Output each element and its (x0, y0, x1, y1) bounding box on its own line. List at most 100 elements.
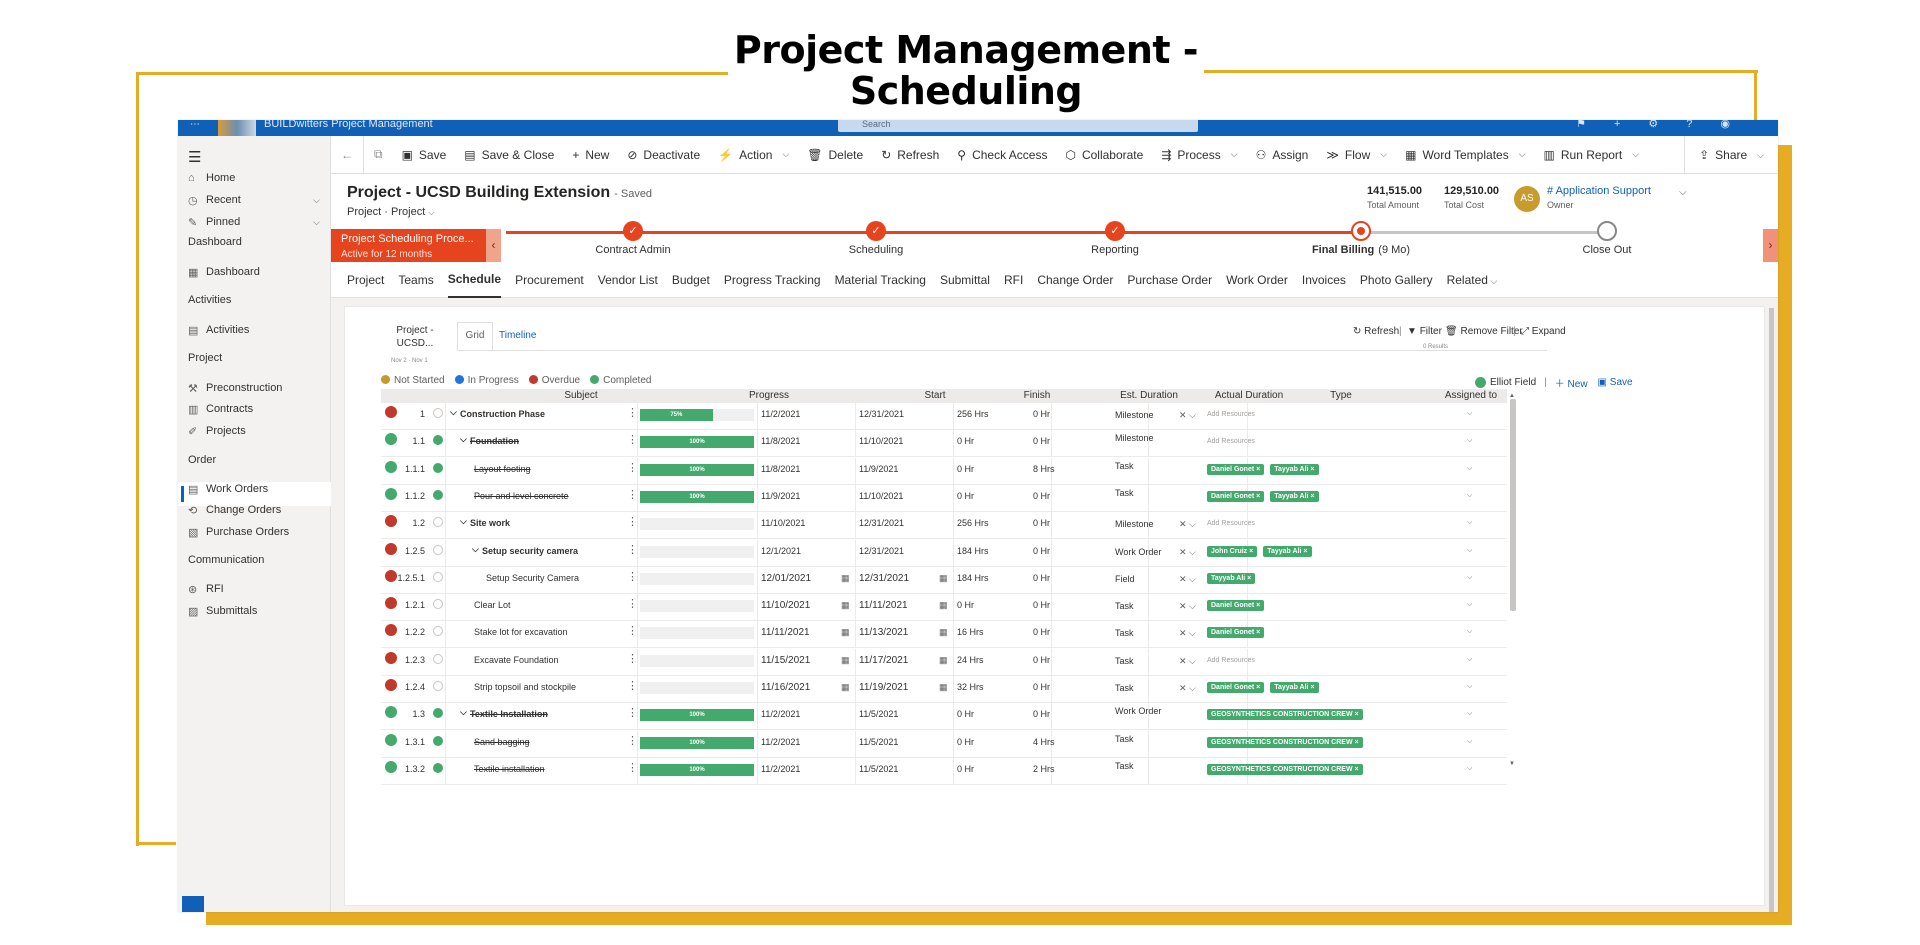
more-options-icon[interactable]: ⋮ (627, 434, 638, 447)
top-nav-icons[interactable]: ⚑+⚙?◉ (1576, 120, 1758, 130)
completion-ring[interactable] (433, 571, 443, 582)
resource-pill[interactable]: Tayyab Ali × (1270, 682, 1319, 693)
resource-pill[interactable]: Tayyab Ali × (1270, 463, 1319, 475)
completion-ring[interactable] (433, 489, 443, 500)
task-type[interactable]: Work Order (1115, 546, 1162, 557)
completion-ring[interactable] (433, 544, 443, 555)
calendar-icon[interactable]: ▦ (939, 600, 948, 611)
more-options-icon[interactable]: ⋮ (627, 488, 638, 501)
resource-pill[interactable]: Daniel Gonet × (1207, 627, 1265, 639)
task-type[interactable]: Task (1115, 655, 1134, 666)
task-subject[interactable]: Clear Lot (474, 600, 511, 611)
delete-button[interactable]: 🗑 Delete (798, 136, 872, 173)
resource-pill[interactable]: Daniel Gonet × (1207, 682, 1265, 693)
more-options-icon[interactable]: ⋮ (627, 598, 638, 611)
sidebar-item-change-orders[interactable]: ⟲ Change Orders (188, 500, 328, 520)
finish-date[interactable]: 11/11/2021 (859, 600, 908, 612)
remove-resource-icon[interactable]: × (1254, 492, 1261, 500)
finish-date[interactable]: 11/17/2021 (859, 654, 909, 666)
refresh-button[interactable]: ↻ Refresh (872, 136, 948, 173)
task-type[interactable]: Task (1115, 601, 1134, 612)
stage-scheduling-check-icon[interactable]: ✓ (866, 221, 886, 241)
add-resources-placeholder[interactable]: Add Resources (1207, 438, 1255, 446)
expand-chevron-icon[interactable]: ⌵ (460, 516, 467, 527)
table-row[interactable]: 1.2.4 Strip topsoil and stockpile ⋮ 11/16/2… (381, 676, 1507, 703)
area-switcher[interactable] (182, 896, 204, 912)
more-options-icon[interactable]: ⋮ (627, 407, 638, 419)
tab-grid[interactable]: Grid (457, 322, 493, 350)
clear-type-icon[interactable]: ✕ ⌵ (1179, 628, 1196, 639)
table-row[interactable]: 1 ⌵ Construction Phase ⋮ 75% 11/2/2021 12/31/2… (381, 403, 1507, 430)
record-form-selector[interactable]: Project · Project ⌵ (347, 206, 434, 218)
task-type[interactable]: Field (1115, 573, 1135, 584)
remove-resource-icon[interactable]: × (1301, 547, 1308, 555)
more-options-icon[interactable]: ⋮ (627, 734, 638, 747)
grid-new-button[interactable]: ＋ New (1555, 375, 1588, 390)
sidebar-item-rfi[interactable]: ⊛ RFI (188, 579, 328, 599)
remove-resource-icon[interactable]: × (1352, 711, 1359, 719)
process-button[interactable]: ⇶ Process ⌵ (1152, 136, 1246, 173)
new-button[interactable]: + New (563, 136, 618, 173)
resource-pill[interactable]: GEOSYNTHETICS CONSTRUCTION CREW × (1207, 709, 1363, 721)
table-row[interactable]: 1.1 ⌵ Foundation ⋮ 100% 11/8/2021 11/10/2021 0 … (381, 430, 1507, 458)
bpf-active-process[interactable]: Project Scheduling Proce... Active for 12… (331, 229, 486, 262)
sidebar-item-dashboard[interactable]: ▦ Dashboard (188, 262, 328, 282)
check-access-button[interactable]: ⚲ Check Access (948, 136, 1056, 173)
expand-chevron-icon[interactable]: ⌵ (460, 434, 467, 445)
clear-type-icon[interactable]: ✕ ⌵ (1179, 519, 1196, 530)
table-row[interactable]: 1.1.2 Pour and level concrete ⋮ 100% 11/9/20… (381, 484, 1507, 512)
header-expand-chevron-icon[interactable]: ⌵ (1679, 187, 1687, 198)
task-type[interactable]: Work Order (1115, 706, 1162, 717)
resource-pill[interactable]: Tayyab Ali × (1207, 572, 1256, 584)
column-header-type[interactable]: Type (1330, 390, 1352, 401)
stage-close-out-indicator[interactable] (1597, 221, 1617, 241)
table-row[interactable]: 1.2.2 Stake lot for excavation ⋮ 11/11/2021… (381, 621, 1507, 649)
tab-timeline[interactable]: Timeline (499, 330, 537, 341)
task-subject[interactable]: Textile Installation (470, 709, 548, 720)
task-type[interactable]: Milestone (1115, 433, 1154, 444)
open-new-window-button[interactable]: ⧉ (363, 136, 393, 173)
stage-final-billing-label[interactable]: Final Billing (9 Mo) (1271, 244, 1451, 256)
task-subject[interactable]: Layout footing (474, 463, 531, 474)
table-row[interactable]: 1.2.1 Clear Lot ⋮ 11/10/2021 ▦ 11/11/2021 ▦ 0 H… (381, 594, 1507, 622)
resource-pill[interactable]: Daniel Gonet × (1207, 490, 1265, 502)
task-subject[interactable]: Excavate Foundation (474, 654, 559, 665)
finish-date[interactable]: 11/13/2021 (859, 627, 909, 639)
task-type[interactable]: Task (1115, 760, 1134, 771)
resource-pill[interactable]: Daniel Gonet × (1207, 463, 1265, 475)
table-row[interactable]: 1.3.2 Textile installation ⋮ 100% 11/2/2021 1… (381, 757, 1507, 785)
owner-link[interactable]: # Application Support (1547, 185, 1651, 197)
add-resources-placeholder[interactable]: Add Resources (1207, 411, 1255, 418)
completion-ring[interactable] (433, 681, 443, 691)
tab-project[interactable]: Project (347, 262, 384, 298)
search-input[interactable]: Search (838, 120, 1198, 132)
task-type[interactable]: Task (1115, 460, 1134, 471)
chevron-down-icon[interactable]: ⌵ (1467, 546, 1473, 554)
scroll-up-icon[interactable]: ▲ (1509, 393, 1515, 399)
tab-rfi[interactable]: RFI (1004, 262, 1023, 298)
task-subject[interactable]: Construction Phase (460, 409, 546, 419)
task-subject[interactable]: Textile installation (474, 763, 545, 774)
calendar-icon[interactable]: ▦ (939, 682, 948, 692)
table-row[interactable]: 1.2.5.1 Setup Security Camera ⋮ 12/01/2021 ▦… (381, 566, 1507, 594)
task-type[interactable]: Milestone (1115, 410, 1154, 420)
table-row[interactable]: 1.1.1 Layout footing ⋮ 100% 11/8/2021 11/9/20… (381, 457, 1507, 485)
calendar-icon[interactable]: ▦ (841, 600, 850, 611)
clear-type-icon[interactable]: ✕ ⌵ (1179, 683, 1196, 693)
task-subject[interactable]: Site work (470, 518, 511, 529)
share-button[interactable]: ⇪ Share ⌵ (1684, 136, 1778, 174)
remove-resource-icon[interactable]: × (1308, 465, 1315, 473)
column-header-subject[interactable]: Subject (564, 390, 598, 401)
add-resources-placeholder[interactable]: Add Resources (1207, 656, 1255, 664)
tab-teams[interactable]: Teams (398, 262, 433, 298)
column-header-est-duration[interactable]: Est. Duration (1120, 390, 1178, 401)
resource-pill[interactable]: GEOSYNTHETICS CONSTRUCTION CREW × (1207, 763, 1363, 775)
table-row[interactable]: 1.2 ⌵ Site work ⋮ 11/10/2021 12/31/2021 256 Hr… (381, 512, 1507, 540)
table-row[interactable]: 1.3.1 Sand bagging ⋮ 100% 11/2/2021 11/5/2021… (381, 730, 1507, 758)
completion-ring[interactable] (433, 599, 443, 610)
more-options-icon[interactable]: ⋮ (627, 543, 638, 556)
tab-submittal[interactable]: Submittal (940, 262, 990, 298)
remove-resource-icon[interactable]: × (1308, 684, 1315, 691)
task-subject[interactable]: Stake lot for excavation (474, 627, 568, 638)
chevron-down-icon[interactable]: ⌵ (1467, 601, 1473, 609)
